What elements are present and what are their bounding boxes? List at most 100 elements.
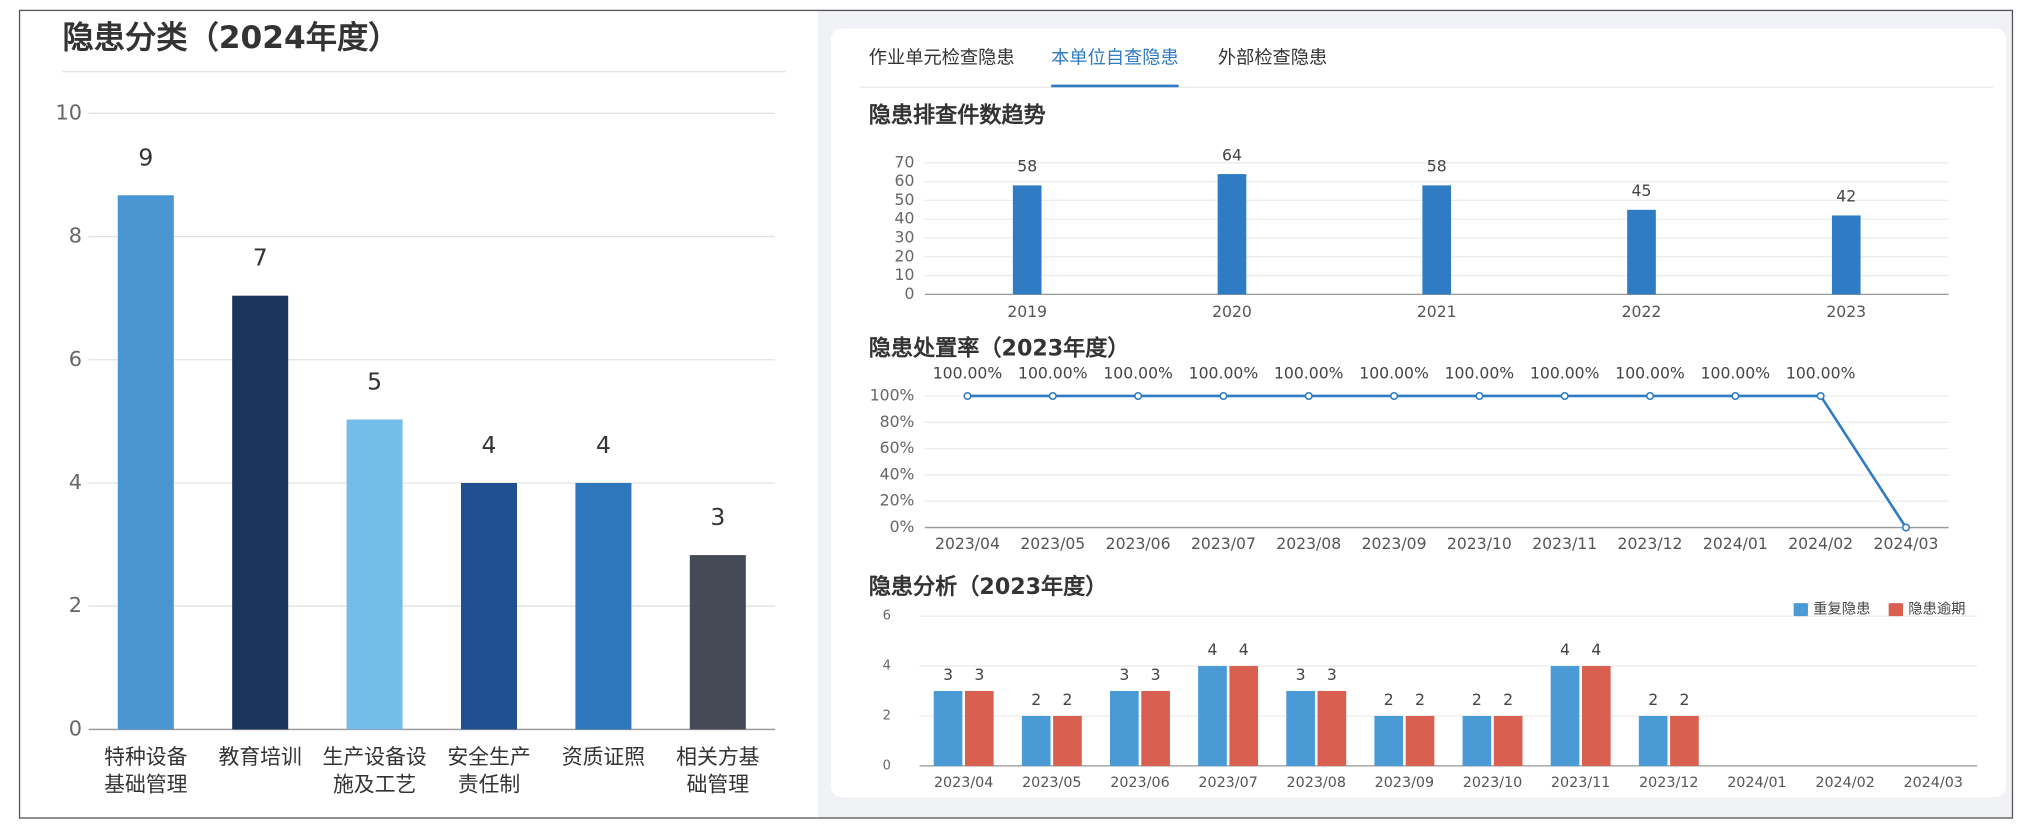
legend-label: 重复隐患 xyxy=(1813,600,1870,618)
x-tick-label: 2022 xyxy=(1622,302,1662,321)
tab[interactable]: 外部检查隐患 xyxy=(1218,48,1327,69)
x-tick-label: 2023/07 xyxy=(1198,775,1257,791)
y-tick-label: 0 xyxy=(904,284,914,303)
y-tick-label: 0 xyxy=(883,758,891,773)
bar xyxy=(117,195,174,730)
value-label: 3 xyxy=(710,503,725,531)
legend-swatch xyxy=(1793,603,1808,617)
value-label: 5 xyxy=(367,368,382,396)
bar xyxy=(933,691,963,766)
point xyxy=(1048,391,1057,401)
x-tick-label: 2023 xyxy=(1826,302,1866,321)
bar xyxy=(1550,666,1580,766)
point xyxy=(1816,391,1825,401)
x-tick-label: 2023/05 xyxy=(1022,775,1081,791)
x-tick-label: 2023/05 xyxy=(1020,534,1085,553)
legend-label: 隐患逾期 xyxy=(1908,601,1965,618)
value-label: 2 xyxy=(1415,690,1425,709)
bar xyxy=(1627,209,1656,295)
value-label: 2 xyxy=(1472,690,1482,709)
x-tick-label: 相关方基础管理 xyxy=(676,745,759,796)
x-tick-label: 2023/07 xyxy=(1191,534,1256,553)
value-label: 58 xyxy=(1017,157,1037,176)
tab[interactable]: 本单位自查隐患 xyxy=(1051,48,1179,69)
value-label: 4 xyxy=(1591,640,1601,659)
x-tick-label: 2024/03 xyxy=(1874,534,1939,553)
bar xyxy=(1053,715,1082,766)
x-tick-label: 2023/04 xyxy=(934,775,993,791)
chart-title: 隐患排查件数趋势 xyxy=(869,102,1046,128)
bar xyxy=(1581,666,1611,766)
y-tick-label: 60% xyxy=(880,438,915,457)
value-label: 100.00% xyxy=(1189,363,1259,382)
x-tick-label: 安全生产责任制 xyxy=(447,745,530,796)
x-tick-label: 2023/10 xyxy=(1463,775,1522,791)
bar xyxy=(1021,715,1051,766)
x-tick-label: 资质证照 xyxy=(562,745,645,769)
bar xyxy=(1110,691,1139,766)
y-tick-label: 20% xyxy=(880,491,915,510)
x-tick-label: 2023/09 xyxy=(1375,775,1434,791)
x-tick-label: 2023/10 xyxy=(1447,534,1512,553)
point xyxy=(1390,391,1399,401)
x-tick-label: 2021 xyxy=(1417,302,1457,321)
bar xyxy=(1831,215,1861,295)
chart-title: 隐患分类（2024年度） xyxy=(63,20,400,56)
value-label: 2 xyxy=(1679,690,1689,709)
point xyxy=(1560,391,1569,401)
value-label: 100.00% xyxy=(1359,363,1429,382)
x-tick-label: 2024/02 xyxy=(1788,534,1853,553)
point xyxy=(1304,391,1313,401)
y-tick-label: 10 xyxy=(895,265,915,284)
x-tick-label: 2023/06 xyxy=(1110,775,1169,791)
bar xyxy=(1217,174,1247,295)
value-label: 3 xyxy=(943,665,953,684)
value-label: 4 xyxy=(1560,640,1570,659)
value-label: 4 xyxy=(482,431,497,459)
value-label: 58 xyxy=(1427,157,1447,176)
y-tick-label: 70 xyxy=(895,152,915,171)
y-tick-label: 6 xyxy=(883,609,891,624)
value-label: 2 xyxy=(1503,690,1513,709)
y-tick-label: 8 xyxy=(69,224,82,248)
x-tick-label: 2023/08 xyxy=(1276,534,1341,553)
bar xyxy=(1405,715,1435,766)
y-tick-label: 30 xyxy=(895,227,915,246)
chart-title: 隐患分析（2023年度） xyxy=(869,574,1108,600)
value-label: 4 xyxy=(1239,640,1249,659)
bar xyxy=(1462,715,1492,766)
value-label: 100.00% xyxy=(1530,363,1600,382)
point xyxy=(1475,391,1484,401)
value-label: 3 xyxy=(1327,665,1337,684)
value-label: 4 xyxy=(1207,640,1217,659)
tab[interactable]: 作业单元检查隐患 xyxy=(869,48,1015,69)
x-tick-label: 2023/08 xyxy=(1287,775,1346,791)
bar xyxy=(1493,715,1523,766)
x-tick-label: 特种设备基础管理 xyxy=(104,745,187,796)
bar xyxy=(1286,691,1315,766)
y-tick-label: 10 xyxy=(56,100,83,124)
y-tick-label: 100% xyxy=(870,385,915,404)
y-tick-label: 40 xyxy=(895,209,915,228)
x-tick-label: 2024/01 xyxy=(1703,534,1768,553)
bar xyxy=(689,555,746,730)
card xyxy=(831,28,2006,798)
y-tick-label: 4 xyxy=(69,470,82,494)
value-label: 100.00% xyxy=(1701,363,1771,382)
value-label: 100.00% xyxy=(933,363,1003,382)
x-tick-label: 教育培训 xyxy=(219,745,302,769)
bar xyxy=(1317,691,1347,766)
bar xyxy=(1374,715,1404,766)
value-label: 100.00% xyxy=(1018,363,1088,382)
value-label: 3 xyxy=(1151,665,1161,684)
bar xyxy=(1638,715,1668,766)
point xyxy=(1219,391,1228,401)
x-tick-label: 2023/06 xyxy=(1106,534,1171,553)
value-label: 3 xyxy=(1119,665,1129,684)
value-label: 9 xyxy=(138,143,153,171)
point xyxy=(1901,523,1911,532)
x-tick-label: 2023/11 xyxy=(1532,534,1597,553)
x-tick-label: 2024/01 xyxy=(1727,775,1786,791)
y-tick-label: 6 xyxy=(69,347,82,371)
